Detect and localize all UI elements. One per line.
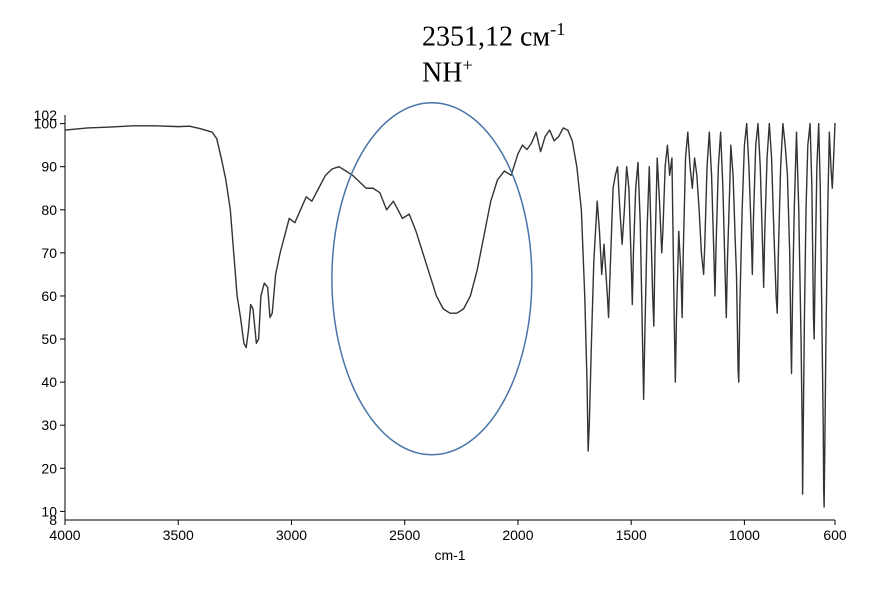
svg-text:3000: 3000 bbox=[276, 527, 307, 543]
svg-text:90: 90 bbox=[41, 159, 57, 175]
annotation-line-2-base: NH bbox=[422, 58, 462, 89]
svg-text:50: 50 bbox=[41, 331, 57, 347]
svg-text:2500: 2500 bbox=[389, 527, 420, 543]
svg-text:30: 30 bbox=[41, 417, 57, 433]
svg-text:1000: 1000 bbox=[729, 527, 760, 543]
svg-text:3500: 3500 bbox=[163, 527, 194, 543]
svg-text:70: 70 bbox=[41, 245, 57, 261]
annotation-line-1-base: 2351,12 см bbox=[422, 21, 550, 52]
svg-text:80: 80 bbox=[41, 202, 57, 218]
peak-annotation-text: 2351,12 см-1 NH+ bbox=[422, 18, 565, 91]
annotation-line-2: NH+ bbox=[422, 54, 565, 90]
svg-text:600: 600 bbox=[823, 527, 847, 543]
svg-text:4000: 4000 bbox=[49, 527, 80, 543]
svg-text:8: 8 bbox=[49, 512, 57, 528]
annotation-line-1-sup: -1 bbox=[550, 19, 565, 39]
svg-text:20: 20 bbox=[41, 460, 57, 476]
svg-text:1500: 1500 bbox=[616, 527, 647, 543]
annotation-line-1: 2351,12 см-1 bbox=[422, 18, 565, 54]
svg-text:cm-1: cm-1 bbox=[434, 547, 465, 563]
annotation-line-2-sup: + bbox=[462, 55, 472, 75]
svg-text:2000: 2000 bbox=[502, 527, 533, 543]
svg-text:102: 102 bbox=[34, 107, 58, 123]
svg-text:60: 60 bbox=[41, 288, 57, 304]
ir-spectrum-chart: 1020304050607080901001028400035003000250… bbox=[0, 0, 871, 594]
svg-text:40: 40 bbox=[41, 374, 57, 390]
